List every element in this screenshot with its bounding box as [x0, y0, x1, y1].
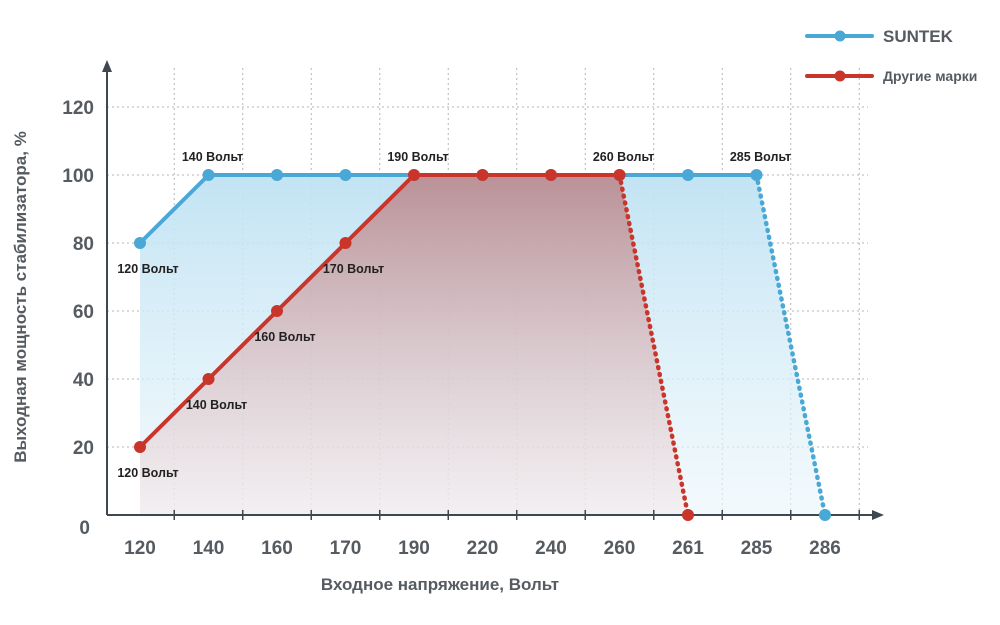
data-label-other-brands: 120 Вольт — [117, 466, 178, 480]
data-point-other-brands — [271, 305, 283, 317]
data-point-other-brands — [613, 169, 626, 181]
series-points — [134, 169, 831, 521]
legend-item-other-brands: Другие марки — [805, 68, 977, 84]
y-tick-label: 0 — [79, 518, 90, 539]
y-axis-title: Выходная мощность стабилизатора, % — [11, 131, 30, 463]
data-label-suntek: 190 Вольт — [387, 150, 448, 164]
x-axis-arrow — [872, 510, 884, 520]
series-segment-other-brands — [617, 172, 691, 518]
series-segment-suntek — [138, 173, 211, 245]
data-point-other-brands — [545, 169, 557, 181]
y-tick-label: 120 — [62, 98, 94, 119]
x-tick-label: 286 — [809, 538, 841, 559]
legend-label-suntek: SUNTEK — [883, 27, 954, 46]
data-label-other-brands: 140 Вольт — [186, 398, 247, 412]
legend-marker-other-brands — [834, 70, 846, 82]
series-lines — [138, 172, 828, 518]
data-point-other-brands — [408, 169, 420, 181]
x-tick-label: 220 — [467, 538, 499, 559]
data-point-other-brands — [202, 373, 215, 385]
x-tick-label: 285 — [741, 538, 773, 559]
data-label-suntek: 120 Вольт — [117, 262, 178, 276]
series-segment-suntek — [754, 172, 828, 518]
x-tick-label: 170 — [330, 538, 362, 559]
data-point-other-brands — [134, 441, 146, 453]
y-axis-arrow — [102, 60, 112, 72]
data-label-suntek: 285 Вольт — [730, 150, 791, 164]
data-point-other-brands — [476, 169, 489, 181]
y-tick-label: 60 — [73, 302, 94, 323]
data-label-suntek: 260 Вольт — [593, 150, 654, 164]
data-point-suntek — [202, 169, 215, 181]
y-tick-label: 100 — [62, 166, 94, 187]
legend-item-suntek: SUNTEK — [805, 27, 954, 46]
area-fills — [140, 175, 825, 515]
data-label-other-brands: 170 Вольт — [323, 262, 384, 276]
series-segment-other-brands — [343, 173, 416, 245]
data-point-suntek — [339, 169, 352, 181]
legend-label-other-brands: Другие марки — [883, 68, 977, 84]
data-point-suntek — [819, 509, 831, 521]
x-tick-label: 261 — [672, 538, 704, 559]
x-tick-label: 120 — [124, 538, 156, 559]
x-tick-label: 260 — [604, 538, 636, 559]
axes — [102, 60, 884, 520]
data-point-suntek — [682, 169, 694, 181]
tick-labels: 120 140 160 170 190 220 240 260 261 285 286 0 20 40 60… — [62, 98, 841, 559]
data-label-suntek: 140 Вольт — [182, 150, 243, 164]
y-tick-label: 80 — [73, 234, 94, 255]
series-segment-other-brands — [138, 377, 211, 449]
data-point-suntek — [750, 169, 763, 181]
legend-marker-suntek — [834, 30, 846, 42]
x-tick-label: 140 — [193, 538, 225, 559]
x-tick-label: 160 — [261, 538, 293, 559]
y-tick-label: 20 — [73, 438, 94, 459]
data-point-other-brands — [682, 509, 694, 521]
legend: SUNTEK Другие марки — [805, 27, 977, 84]
y-tick-label: 40 — [73, 370, 94, 391]
data-label-other-brands: 160 Вольт — [254, 330, 315, 344]
x-axis-title: Входное напряжение, Вольт — [321, 575, 559, 594]
series-segment-other-brands — [275, 241, 348, 313]
x-tick-label: 190 — [398, 538, 430, 559]
x-tick-label: 240 — [535, 538, 567, 559]
area-fill-other-brands — [140, 175, 688, 515]
series-segment-other-brands — [206, 309, 279, 381]
data-point-suntek — [134, 237, 146, 249]
data-point-suntek — [271, 169, 283, 181]
data-point-other-brands — [339, 237, 352, 249]
data-labels: 120 Вольт 140 Вольт 190 Вольт 260 Вольт 285 … — [117, 150, 791, 480]
